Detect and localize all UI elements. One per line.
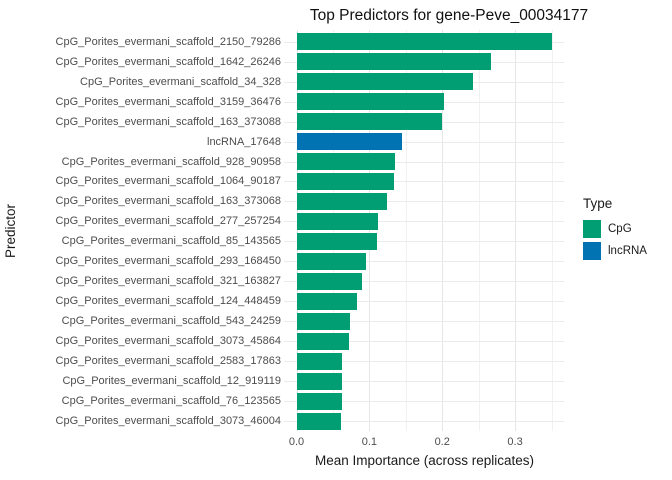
y-tick-label: CpG_Porites_evermani_scaffold_34_328 <box>80 75 281 88</box>
bar <box>296 252 366 271</box>
x-axis-title: Mean Importance (across replicates) <box>314 453 535 468</box>
bar <box>296 33 552 51</box>
bar <box>296 332 349 350</box>
y-gridline-major <box>283 361 565 363</box>
x-gridline-minor <box>551 30 553 431</box>
legend: Type CpG lncRNA <box>583 196 647 264</box>
y-tick-label: CpG_Porites_evermani_scaffold_163_373088 <box>55 115 281 128</box>
y-gridline-major <box>283 221 565 223</box>
x-gridline-minor <box>332 30 334 431</box>
y-gridline-major <box>283 241 565 243</box>
bar <box>296 352 342 370</box>
y-tick-label: CpG_Porites_evermani_scaffold_163_373068 <box>55 195 281 208</box>
y-gridline-major <box>283 301 565 303</box>
bar <box>296 312 351 330</box>
y-gridline-major <box>283 281 565 283</box>
x-gridline-major <box>442 30 444 431</box>
y-tick-label: CpG_Porites_evermani_scaffold_124_448459 <box>55 295 281 308</box>
bar <box>296 232 378 251</box>
bar <box>296 272 363 290</box>
bar <box>296 72 473 91</box>
y-gridline-major <box>283 401 565 403</box>
bar <box>296 212 379 231</box>
x-tick-label: 0.0 <box>288 436 305 448</box>
y-tick-label: CpG_Porites_evermani_scaffold_3159_36476 <box>55 95 281 108</box>
legend-entry: CpG <box>583 220 647 238</box>
y-gridline-major <box>283 341 565 343</box>
bar <box>296 172 395 191</box>
bar <box>296 112 443 131</box>
x-tick-label: 0.3 <box>507 436 523 448</box>
y-tick-label: CpG_Porites_evermani_scaffold_3073_46004 <box>55 415 281 428</box>
y-tick-label: CpG_Porites_evermani_scaffold_293_168450 <box>55 255 281 268</box>
y-tick-label: CpG_Porites_evermani_scaffold_277_257254 <box>55 215 281 228</box>
legend-entry-label: CpG <box>608 223 632 235</box>
y-tick-label: CpG_Porites_evermani_scaffold_928_90958 <box>61 155 281 168</box>
y-gridline-major <box>283 161 565 163</box>
y-tick-label: CpG_Porites_evermani_scaffold_76_123565 <box>61 395 281 408</box>
bar <box>296 292 357 310</box>
x-gridline-major <box>515 30 517 431</box>
y-tick-label: CpG_Porites_evermani_scaffold_3073_45864 <box>55 335 281 348</box>
y-tick-label: CpG_Porites_evermani_scaffold_1642_26246 <box>55 55 281 68</box>
y-tick-label: CpG_Porites_evermani_scaffold_12_919119 <box>62 375 281 388</box>
y-gridline-major <box>283 321 565 323</box>
y-tick-label: CpG_Porites_evermani_scaffold_2583_17863 <box>55 355 281 368</box>
chart-title: Top Predictors for gene-Peve_00034177 <box>309 7 589 24</box>
x-gridline-minor <box>478 30 480 431</box>
bar <box>296 132 403 151</box>
y-tick-label: CpG_Porites_evermani_scaffold_85_143565 <box>61 235 281 248</box>
bar <box>296 372 342 390</box>
y-tick-label: CpG_Porites_evermani_scaffold_2150_79286 <box>55 35 281 48</box>
legend-key-swatch <box>583 220 601 238</box>
y-axis-title-text: Predictor <box>3 203 18 259</box>
bar <box>296 192 387 211</box>
bar <box>296 152 395 171</box>
y-gridline-major <box>283 141 565 143</box>
y-gridline-major <box>283 181 565 183</box>
legend-entry-label: lncRNA <box>608 245 647 257</box>
y-tick-label: CpG_Porites_evermani_scaffold_543_24259 <box>61 315 281 328</box>
legend-entry: lncRNA <box>583 242 647 260</box>
legend-title: Type <box>583 196 613 211</box>
bar <box>296 412 341 430</box>
bar <box>296 392 342 410</box>
bar <box>296 92 445 111</box>
y-gridline-major <box>283 381 565 383</box>
x-gridline-major <box>296 30 298 431</box>
legend-entries: CpG lncRNA <box>583 220 647 260</box>
y-gridline-major <box>283 201 565 203</box>
y-gridline-major <box>283 421 565 423</box>
y-tick-label: CpG_Porites_evermani_scaffold_1064_90187 <box>55 175 281 188</box>
x-tick-label: 0.1 <box>361 436 377 448</box>
bar <box>296 52 492 71</box>
y-gridline-major <box>283 261 565 263</box>
x-tick-label: 0.2 <box>434 436 450 448</box>
x-gridline-major <box>369 30 371 431</box>
legend-key-swatch <box>583 242 601 260</box>
x-gridline-minor <box>405 30 407 431</box>
y-tick-label: lncRNA_17648 <box>207 135 281 148</box>
y-tick-label: CpG_Porites_evermani_scaffold_321_163827 <box>55 275 281 288</box>
